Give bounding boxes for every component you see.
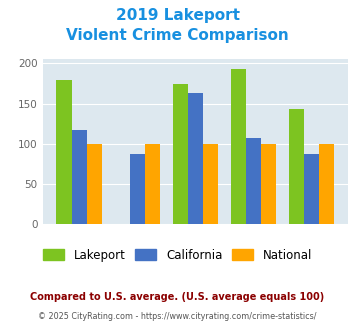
Bar <box>130 154 145 224</box>
Bar <box>203 144 218 224</box>
Bar <box>145 144 160 224</box>
Bar <box>289 109 304 224</box>
Bar <box>319 144 334 224</box>
Text: Violent Crime Comparison: Violent Crime Comparison <box>66 28 289 43</box>
Bar <box>261 144 276 224</box>
Text: Compared to U.S. average. (U.S. average equals 100): Compared to U.S. average. (U.S. average … <box>31 292 324 302</box>
Bar <box>87 144 102 224</box>
Bar <box>56 80 72 224</box>
Bar <box>173 83 188 224</box>
Bar <box>72 130 87 224</box>
Bar <box>231 69 246 224</box>
Bar <box>304 154 319 224</box>
Legend: Lakeport, California, National: Lakeport, California, National <box>38 244 317 266</box>
Text: © 2025 CityRating.com - https://www.cityrating.com/crime-statistics/: © 2025 CityRating.com - https://www.city… <box>38 312 317 321</box>
Bar <box>188 93 203 224</box>
Bar <box>246 138 261 224</box>
Text: 2019 Lakeport: 2019 Lakeport <box>115 8 240 23</box>
